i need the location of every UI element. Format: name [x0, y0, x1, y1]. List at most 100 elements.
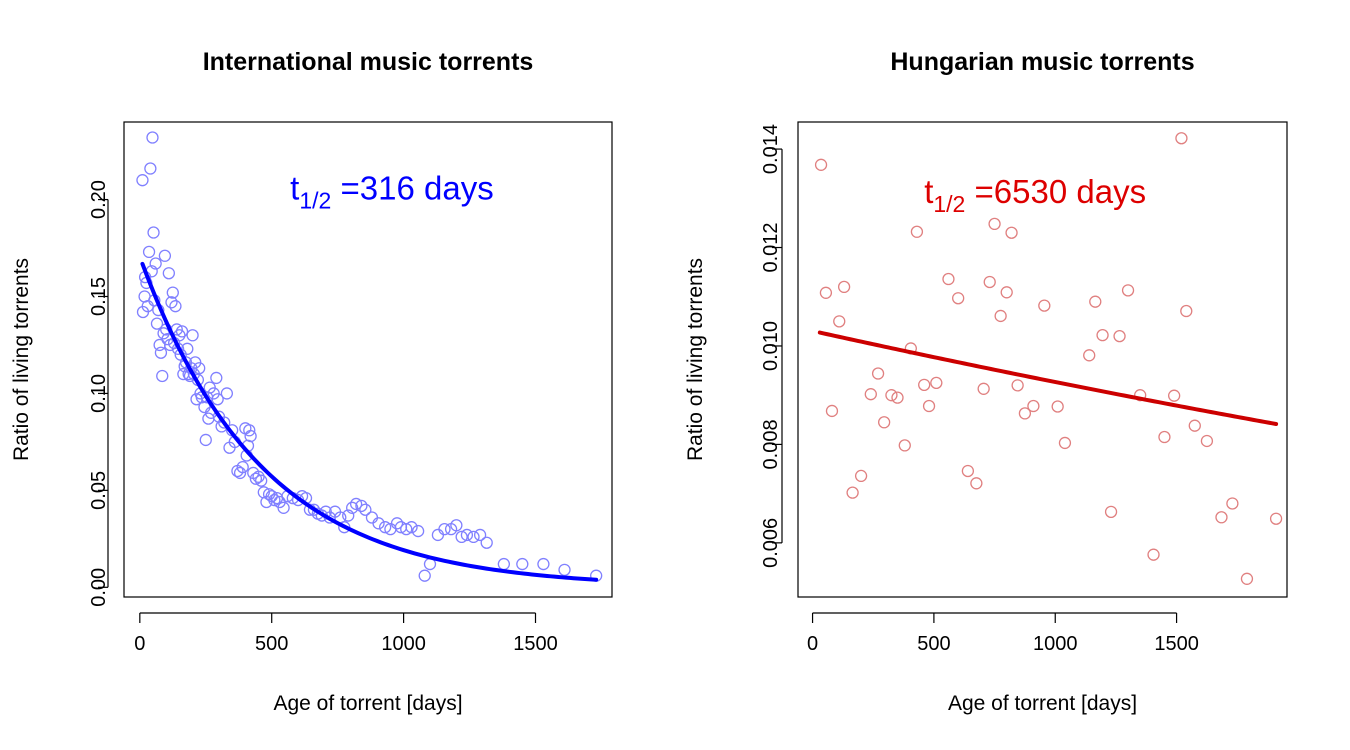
data-point: [236, 460, 249, 474]
data-point: [1058, 436, 1072, 450]
data-point: [952, 292, 965, 305]
data-point: [898, 439, 911, 452]
data-point: [918, 378, 931, 391]
data-point: [147, 226, 160, 239]
data-point: [467, 530, 480, 544]
data-point: [970, 477, 983, 490]
data-point: [1104, 505, 1118, 518]
data-point: [1168, 389, 1181, 402]
data-point: [153, 338, 166, 352]
data-point: [455, 530, 468, 544]
data-point: [1226, 497, 1239, 510]
data-point: [349, 497, 363, 511]
data-point: [1175, 132, 1188, 145]
y-tick-label: 0.008: [760, 419, 782, 469]
data-point: [243, 424, 256, 437]
x-tick-label: 1000: [1033, 633, 1078, 655]
data-point: [405, 521, 418, 534]
data-point: [1027, 399, 1040, 413]
data-point: [233, 466, 247, 480]
chart-title: International music torrents: [203, 48, 534, 76]
data-point: [537, 557, 550, 571]
data-point: [220, 387, 234, 400]
data-point: [431, 528, 445, 542]
y-tick-label: 0.006: [760, 518, 782, 568]
data-point: [480, 536, 493, 549]
y-tick-label: 0.15: [88, 277, 110, 316]
data-point: [450, 519, 463, 532]
data-point: [1188, 419, 1201, 432]
data-point: [1180, 304, 1193, 318]
data-point: [365, 511, 379, 524]
data-point: [156, 369, 169, 383]
data-point: [1200, 434, 1214, 448]
half-life-symbol: t: [290, 170, 299, 207]
data-point: [558, 563, 571, 577]
data-point: [1147, 548, 1160, 561]
x-tick-label: 500: [255, 633, 288, 655]
data-point: [1000, 286, 1013, 299]
half-life-value: =6530 days: [965, 173, 1146, 210]
data-point: [1215, 511, 1228, 524]
half-life-symbol: t: [924, 173, 933, 210]
data-point: [516, 557, 529, 571]
x-axis-label: Age of torrent [days]: [948, 692, 1137, 715]
y-tick-label: 0.014: [760, 124, 782, 174]
data-point: [1158, 430, 1171, 444]
data-point: [1018, 407, 1032, 420]
data-point: [268, 493, 281, 507]
data-point: [833, 315, 846, 328]
data-point: [346, 501, 359, 514]
data-point: [249, 472, 263, 485]
data-point: [277, 501, 290, 514]
data-point: [142, 245, 156, 259]
x-tick-label: 0: [134, 633, 145, 655]
data-point: [175, 325, 189, 338]
data-point: [814, 158, 828, 171]
data-point: [411, 524, 425, 538]
data-point: [165, 296, 178, 309]
x-tick-label: 1500: [513, 633, 558, 655]
data-point: [885, 389, 898, 402]
data-point: [1096, 328, 1109, 342]
y-tick-label: 0.20: [88, 180, 110, 219]
data-point: [819, 286, 833, 299]
data-point: [150, 317, 164, 330]
data-point: [136, 174, 149, 187]
data-point: [837, 280, 851, 294]
half-life-annotation: t1/2 =316 days: [290, 170, 494, 214]
data-point: [342, 509, 355, 522]
data-point: [930, 376, 943, 390]
data-point: [1038, 299, 1051, 312]
data-point: [1005, 226, 1018, 239]
half-life-subscript: 1/2: [933, 191, 965, 217]
y-tick-label: 0.10: [88, 374, 110, 413]
data-point: [1121, 284, 1135, 297]
data-point: [1113, 329, 1126, 343]
y-tick-label: 0.012: [760, 222, 782, 272]
data-point: [355, 499, 368, 513]
y-axis-label: Ratio of living torrents: [10, 258, 33, 461]
data-point: [252, 470, 265, 483]
x-tick-label: 1500: [1154, 633, 1199, 655]
data-point: [390, 517, 404, 530]
data-point: [910, 225, 924, 238]
data-point: [983, 275, 996, 289]
data-point: [211, 393, 224, 406]
data-point: [265, 490, 278, 503]
chart-panel-1: Hungarian music torrents 0 500 1000 1500 0.00…: [684, 48, 1288, 715]
data-point: [994, 309, 1007, 323]
data-point: [961, 464, 975, 478]
data-point: [359, 503, 372, 516]
data-point: [1269, 512, 1283, 525]
data-point: [169, 300, 182, 313]
half-life-value: =316 days: [331, 170, 493, 207]
data-point: [193, 362, 206, 375]
data-point: [864, 388, 877, 401]
data-point: [438, 522, 451, 536]
x-axis-label: Age of torrent [days]: [273, 692, 462, 715]
plot-frame: [123, 121, 613, 598]
data-point: [244, 429, 257, 443]
data-point: [1083, 349, 1096, 362]
data-point: [988, 217, 1001, 231]
